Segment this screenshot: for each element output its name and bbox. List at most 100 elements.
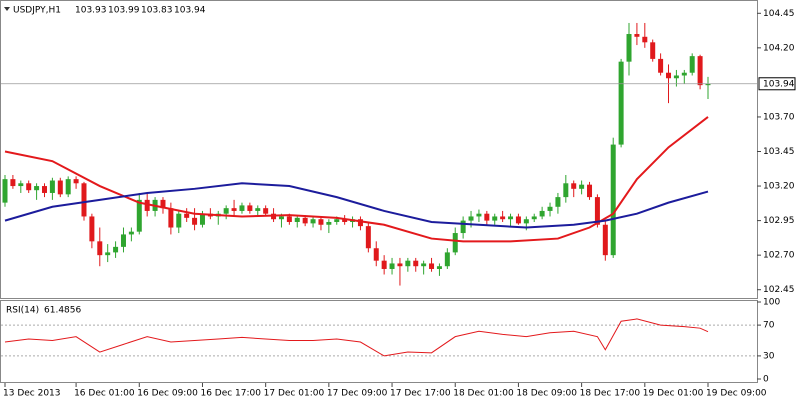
y-tick-label: 103.20 <box>763 182 795 192</box>
candle-body <box>436 266 442 269</box>
indicator-value: 61.4856 <box>44 306 81 316</box>
price-label: 103.94 <box>763 79 795 89</box>
candle-body <box>555 197 561 207</box>
candle-body <box>128 231 134 235</box>
candle-body <box>602 224 608 256</box>
candle-body <box>673 75 679 79</box>
moving-average <box>4 116 709 243</box>
candle-body <box>626 34 632 62</box>
header-close: 103.94 <box>174 6 206 16</box>
candle-body <box>587 184 593 198</box>
candle-body <box>634 34 640 37</box>
candle-body <box>294 217 300 222</box>
candle-body <box>65 179 71 195</box>
candle-body <box>160 199 166 209</box>
candle-body <box>41 186 47 193</box>
header-low: 103.83 <box>141 6 173 16</box>
y-tick-label: 102.70 <box>763 251 795 261</box>
candle-body <box>429 263 435 269</box>
candle-body <box>255 208 261 211</box>
y-tick-label: 104.20 <box>763 43 795 53</box>
candle-body <box>681 72 687 76</box>
x-tick-label: 17 Dec 09:00 <box>327 389 388 399</box>
candle-body <box>492 216 498 221</box>
candle-body <box>666 72 672 79</box>
moving-average <box>4 182 709 229</box>
candle-body <box>610 144 616 256</box>
candle-body <box>302 217 308 224</box>
main-frame <box>0 0 758 299</box>
candle-body <box>389 263 395 269</box>
candle-body <box>618 61 624 145</box>
candle-body <box>421 263 427 267</box>
x-tick-label: 19 Dec 09:00 <box>706 389 767 399</box>
candle-body <box>579 184 585 189</box>
price-box <box>758 77 796 91</box>
candle-body <box>57 180 63 195</box>
candle-body <box>176 213 182 228</box>
candle-body <box>531 216 537 220</box>
candle-body <box>468 216 474 221</box>
rsi-line <box>4 318 709 357</box>
candle-body <box>460 220 466 234</box>
candle-body <box>168 208 174 228</box>
candle-body <box>278 216 284 220</box>
candle-body <box>247 205 253 211</box>
candle-body <box>73 179 79 184</box>
candle-body <box>405 260 411 267</box>
y-tick-label: 102.45 <box>763 285 795 295</box>
x-tick-label: 18 Dec 01:00 <box>453 389 514 399</box>
rsi-tick-label: 100 <box>763 298 780 308</box>
candle-body <box>539 210 545 217</box>
candle-body <box>373 248 379 261</box>
candle-body <box>263 208 269 214</box>
candle-body <box>231 208 237 211</box>
symbol: USDJPY,H1 <box>13 6 61 16</box>
candle-body <box>10 179 16 187</box>
candle-body <box>484 213 490 221</box>
candle-body <box>223 208 229 214</box>
candle-body <box>286 216 292 222</box>
candle-body <box>452 233 458 253</box>
candle-body <box>547 206 553 211</box>
candle-body <box>326 221 332 225</box>
candle-body <box>18 183 24 187</box>
candle-body <box>381 260 387 269</box>
candle-body <box>413 260 419 267</box>
header-high: 103.99 <box>108 6 140 16</box>
candle-body <box>334 219 340 222</box>
header-arrow <box>4 7 10 11</box>
candle-body <box>658 58 664 73</box>
candle-body <box>184 213 190 218</box>
candle-body <box>199 213 205 225</box>
candle-body <box>689 56 695 73</box>
candle-body <box>444 252 450 267</box>
x-tick-label: 16 Dec 09:00 <box>137 389 198 399</box>
candle-body <box>2 179 8 203</box>
y-tick-label: 102.95 <box>763 216 795 226</box>
header-open: 103.93 <box>75 6 107 16</box>
candle-body <box>144 199 150 211</box>
y-tick-label: 103.70 <box>763 112 795 122</box>
indicator-frame <box>0 300 758 383</box>
candle-body <box>397 263 403 267</box>
candle-body <box>650 42 656 59</box>
candle-body <box>105 252 111 256</box>
y-tick-label: 104.45 <box>763 9 795 19</box>
x-tick-label: 19 Dec 01:00 <box>643 389 704 399</box>
candle-body <box>192 217 198 225</box>
candle-body <box>697 56 703 86</box>
x-tick-label: 16 Dec 01:00 <box>74 389 135 399</box>
candle-body <box>239 205 245 211</box>
candle-body <box>342 219 348 222</box>
candle-body <box>642 36 648 43</box>
x-tick-label: 17 Dec 01:00 <box>264 389 325 399</box>
candle-body <box>318 219 324 225</box>
candle-body <box>89 216 95 242</box>
x-tick-label: 18 Dec 09:00 <box>516 389 577 399</box>
candle-body <box>357 219 363 227</box>
x-tick-label: 17 Dec 17:00 <box>390 389 451 399</box>
candle-body <box>365 226 371 249</box>
rsi-tick-label: 30 <box>763 351 775 361</box>
